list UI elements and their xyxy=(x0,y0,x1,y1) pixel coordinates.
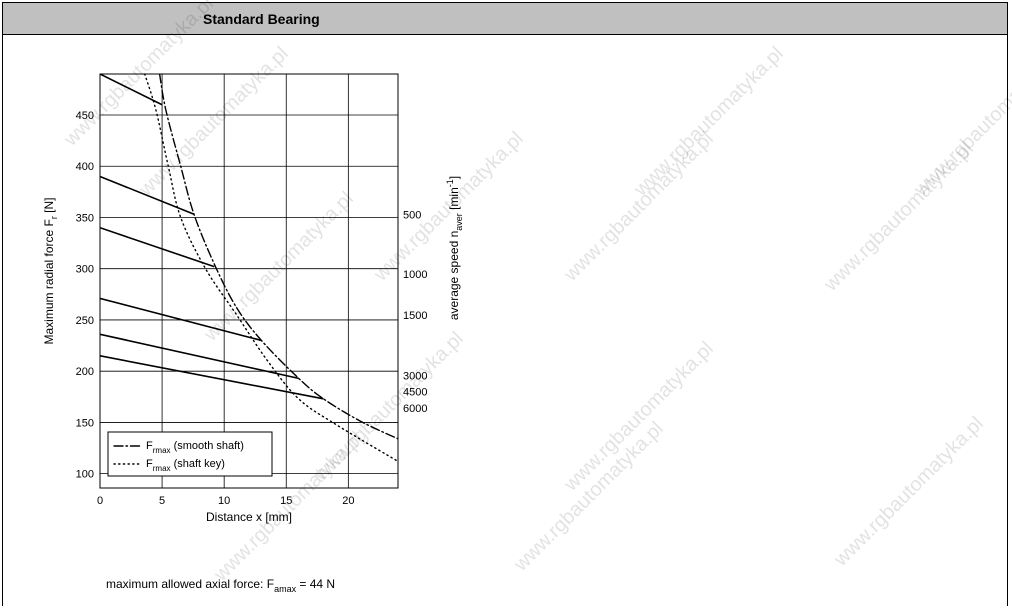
legend-label-smooth: Frmax (smooth shaft) xyxy=(146,440,244,455)
speed-label: 3000 xyxy=(403,370,427,382)
y-tick-label: 350 xyxy=(76,212,94,224)
speed-label: 6000 xyxy=(403,403,427,415)
section-title: Standard Bearing xyxy=(203,11,320,27)
y-tick-label: 250 xyxy=(76,315,94,327)
speed-line-6000 xyxy=(100,74,163,106)
y-tick-label: 300 xyxy=(76,264,94,276)
y-axis-title: Maximum radial force Fr [N] xyxy=(42,197,59,344)
speed-line-500 xyxy=(100,175,195,216)
y-tick-label: 400 xyxy=(76,161,94,173)
legend-box xyxy=(107,431,273,477)
axial-force-note: maximum allowed axial force: Famax = 44 … xyxy=(106,577,335,594)
y2-axis-title: average speed naver [min-1] xyxy=(445,176,464,320)
limit-curve-smooth xyxy=(158,74,398,440)
x-tick-label: 5 xyxy=(159,495,165,507)
speed-line-1000 xyxy=(100,226,215,268)
x-tick-label: 20 xyxy=(342,495,354,507)
speed-line-1500 xyxy=(100,297,262,342)
limit-curve-key xyxy=(144,74,398,463)
y-tick-label: 100 xyxy=(76,469,94,481)
x-axis-title: Distance x [mm] xyxy=(206,510,292,524)
speed-label: 4500 xyxy=(403,387,427,399)
x-tick-label: 15 xyxy=(280,495,292,507)
y-tick-label: 450 xyxy=(76,110,94,122)
y-tick-label: 200 xyxy=(76,366,94,378)
y-tick-label: 150 xyxy=(76,417,94,429)
x-tick-label: 0 xyxy=(97,495,103,507)
x-tick-label: 10 xyxy=(218,495,230,507)
speed-line-4500 xyxy=(100,355,324,400)
speed-label: 1500 xyxy=(403,310,427,322)
legend-label-key: Frmax (shaft key) xyxy=(146,458,225,473)
speed-label: 1000 xyxy=(403,269,427,281)
speed-line-3000 xyxy=(100,333,299,380)
speed-label: 500 xyxy=(403,209,421,221)
plot-frame xyxy=(99,73,399,489)
section-header: Standard Bearing xyxy=(2,2,1008,35)
